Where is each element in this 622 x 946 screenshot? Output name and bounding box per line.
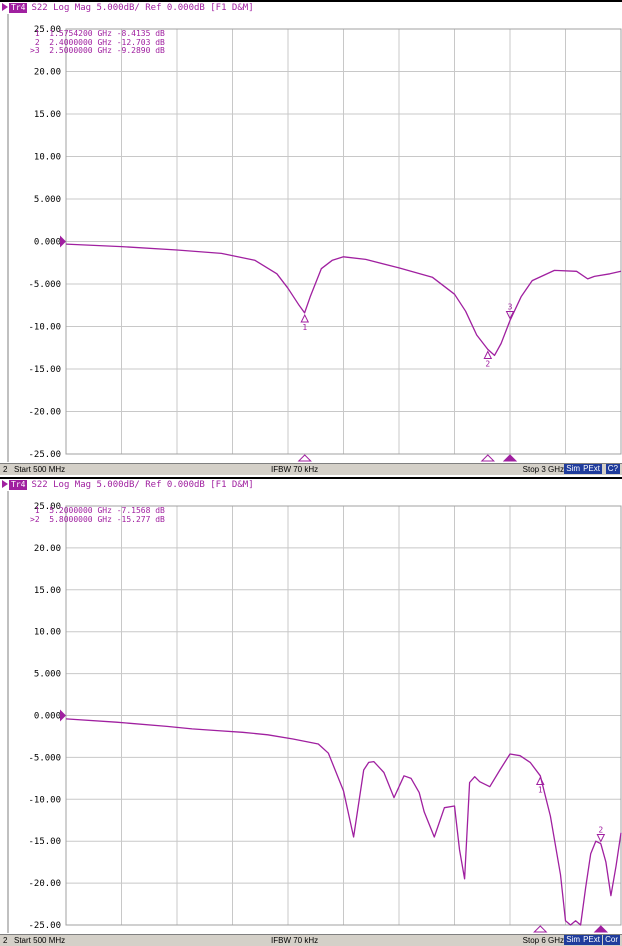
y-tick-label: -5.000 — [28, 280, 61, 290]
correction-badge[interactable]: Cor — [603, 935, 620, 945]
grid — [65, 505, 622, 926]
marker-table-row: >2 5.8000000 GHz -15.277 dB — [30, 514, 165, 525]
trace-line — [65, 243, 622, 357]
marker-position-indicator-icon[interactable] — [502, 454, 518, 462]
y-tick-label: -20.00 — [28, 408, 61, 418]
sim-badge[interactable]: Sim — [564, 935, 582, 945]
marker-label: 2 — [598, 826, 603, 835]
marker-label: 1 — [302, 323, 307, 332]
active-trace-arrow-icon — [2, 480, 8, 488]
marker-position-indicator-icon[interactable] — [593, 925, 609, 933]
pext-badge[interactable]: PExt — [581, 935, 602, 945]
reference-level-arrow-icon[interactable] — [60, 709, 66, 722]
plot-area[interactable]: 25.00 20.00 15.00 10.00 5.000 0.000 -5.000 -10.… — [0, 491, 622, 935]
marker-value: -7.1568 dB — [111, 506, 165, 515]
trace-label[interactable]: Tr4 — [9, 480, 28, 490]
y-tick-label: -25.00 — [28, 921, 61, 931]
y-tick-label: 0.000 — [34, 238, 61, 248]
y-tick-label: 0.000 — [34, 712, 61, 722]
marker-table-row: >3 2.5000000 GHz -9.2890 dB — [30, 46, 165, 56]
marker-index: 1 — [30, 29, 40, 38]
channel-status-bar: 2 Start 500 MHz IFBW 70 kHz Stop 6 GHz S… — [0, 934, 622, 946]
channel-number: 2 — [3, 465, 8, 474]
marker-2[interactable]: 2 — [596, 826, 606, 843]
marker-table: 1 5.2000000 GHz -7.1568 dB >2 5.8000000 G… — [30, 506, 165, 525]
y-tick-label: -10.00 — [28, 323, 61, 333]
marker-value: -9.2890 dB — [111, 46, 165, 55]
stop-frequency[interactable]: Stop 6 GHz — [522, 936, 564, 945]
marker-3[interactable]: 3 — [505, 302, 515, 320]
marker-index: 1 — [30, 506, 40, 515]
marker-1[interactable]: 1 — [300, 313, 310, 332]
sim-badge[interactable]: Sim — [564, 464, 582, 474]
marker-triangle-icon — [596, 834, 606, 843]
marker-value: -15.277 dB — [111, 514, 165, 524]
y-tick-label: -15.00 — [28, 837, 61, 847]
stop-frequency[interactable]: Stop 3 GHz — [522, 465, 564, 474]
reference-level-arrow-icon[interactable] — [60, 235, 66, 248]
grid — [65, 28, 622, 455]
ifbw-setting[interactable]: IFBW 70 kHz — [271, 936, 319, 945]
y-tick-label: 10.00 — [34, 628, 61, 638]
marker-frequency: 5.8000000 GHz — [39, 514, 112, 524]
marker-frequency: 1.5754200 GHz — [39, 29, 112, 38]
marker-table-row: 1 5.2000000 GHz -7.1568 dB — [30, 506, 165, 516]
marker-index: 2 — [30, 37, 40, 47]
y-tick-label: 25.00 — [34, 502, 61, 512]
y-tick-label: -5.000 — [28, 753, 61, 763]
y-tick-label: -10.00 — [28, 795, 61, 805]
marker-position-indicator-icon[interactable] — [297, 454, 312, 462]
y-tick-label: 25.00 — [34, 25, 61, 35]
plot-area[interactable]: 25.00 20.00 15.00 10.00 5.000 0.000 -5.000 -10.… — [0, 14, 622, 464]
marker-triangle-icon — [505, 310, 515, 320]
marker-value: -12.703 dB — [111, 37, 165, 47]
y-tick-label: -25.00 — [28, 450, 61, 460]
channel-number: 2 — [3, 936, 8, 945]
ifbw-setting[interactable]: IFBW 70 kHz — [271, 465, 319, 474]
marker-table-row: 2 2.4000000 GHz -12.703 dB — [30, 37, 165, 48]
marker-1[interactable]: 1 — [535, 776, 545, 794]
y-tick-label: 20.00 — [34, 544, 61, 554]
y-tick-label: 20.00 — [34, 68, 61, 78]
trace-label[interactable]: Tr4 — [9, 3, 28, 13]
pext-badge[interactable]: PExt — [581, 464, 602, 474]
marker-frequency: 2.4000000 GHz — [39, 37, 112, 47]
y-tick-label: -20.00 — [28, 879, 61, 889]
trace-header[interactable]: Tr4 S22 Log Mag 5.000dB/ Ref 0.000dB [F1 … — [0, 0, 622, 15]
marker-frequency: 2.5000000 GHz — [39, 46, 112, 55]
marker-table-row: 1 1.5754200 GHz -8.4135 dB — [30, 29, 165, 39]
marker-index: >3 — [30, 46, 40, 55]
marker-position-indicator-icon[interactable] — [480, 454, 496, 462]
y-tick-label: 5.000 — [34, 670, 61, 680]
marker-triangle-icon — [300, 313, 310, 323]
y-tick-label: 15.00 — [34, 586, 61, 596]
marker-frequency: 5.2000000 GHz — [39, 506, 112, 515]
y-tick-label: 15.00 — [34, 110, 61, 120]
trace-header[interactable]: Tr4 S22 Log Mag 5.000dB/ Ref 0.000dB [F1 … — [0, 477, 622, 492]
marker-index: >2 — [30, 514, 40, 524]
start-frequency[interactable]: Start 500 MHz — [14, 465, 66, 474]
trace-settings-text: S22 Log Mag 5.000dB/ Ref 0.000dB [F1 D&M… — [31, 3, 254, 13]
trace-panel-top[interactable]: Tr4 S22 Log Mag 5.000dB/ Ref 0.000dB [F1 … — [0, 0, 622, 475]
y-tick-label: -15.00 — [28, 365, 61, 375]
start-frequency[interactable]: Start 500 MHz — [14, 936, 66, 945]
marker-position-indicator-icon[interactable] — [533, 925, 548, 933]
y-tick-label: 10.00 — [34, 153, 61, 163]
marker-label: 3 — [508, 302, 513, 311]
marker-value: -8.4135 dB — [111, 29, 165, 38]
marker-label: 2 — [485, 359, 490, 368]
marker-2[interactable]: 2 — [483, 350, 493, 368]
trace-line — [65, 718, 622, 926]
y-tick-label: 5.000 — [34, 195, 61, 205]
trace-panel-bottom[interactable]: Tr4 S22 Log Mag 5.000dB/ Ref 0.000dB [F1 … — [0, 477, 622, 946]
marker-triangle-icon — [535, 776, 545, 785]
marker-label: 1 — [538, 785, 543, 794]
correction-badge[interactable]: C? — [605, 464, 620, 474]
channel-status-bar: 2 Start 500 MHz IFBW 70 kHz Stop 3 GHz S… — [0, 463, 622, 475]
marker-triangle-icon — [483, 350, 493, 359]
trace-settings-text: S22 Log Mag 5.000dB/ Ref 0.000dB [F1 D&M… — [31, 480, 254, 490]
marker-table: 1 1.5754200 GHz -8.4135 dB 2 2.4000000 G… — [30, 29, 165, 56]
active-trace-arrow-icon — [2, 3, 8, 11]
